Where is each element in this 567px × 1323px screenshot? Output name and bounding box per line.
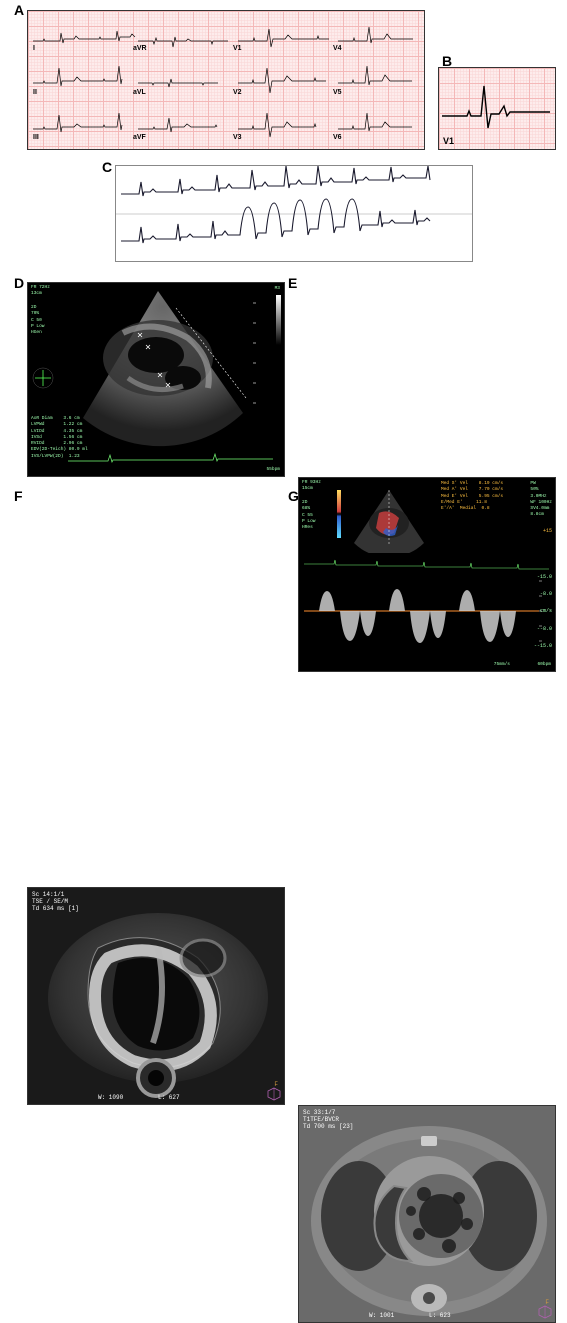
lead-v4: V4 bbox=[333, 45, 342, 52]
lead-avf: aVF bbox=[133, 134, 146, 141]
lead-v5: V5 bbox=[333, 89, 342, 96]
echo-e-meas: Med S' Vel 8.19 cm/s Med A' Vel 7.70 cm/… bbox=[441, 481, 503, 512]
lead-i: I bbox=[33, 45, 35, 52]
panel-c-rhythm bbox=[115, 165, 473, 262]
lead-v6: V6 bbox=[333, 134, 342, 141]
mri-g-window: W: 1001 bbox=[369, 1312, 394, 1319]
mri-f-header: Sc 14:1/1 TSE / SE/M Td 634 ms [1] bbox=[32, 891, 79, 912]
doppler-thumbnail bbox=[344, 488, 434, 553]
mri-g-header: Sc 33:1/7 T1TFE/BVCR Td 700 ms [23] bbox=[303, 1109, 353, 1130]
vel-top: +15 bbox=[543, 528, 552, 535]
rhythm-trace bbox=[116, 166, 473, 262]
echo-e-hr: 60bpm bbox=[537, 662, 551, 668]
vel-5: --15.0 bbox=[534, 643, 552, 650]
panel-a-ecg: I aVR V1 V4 II aVL V2 V5 III aVF V3 V6 bbox=[27, 10, 425, 150]
label-e: E bbox=[288, 275, 297, 291]
mri-f-level: L: 627 bbox=[158, 1094, 180, 1101]
panel-d-echo: FR 72Hz 13cm 2D 70% C 50 P Low HGen M3 bbox=[27, 282, 285, 477]
echo-e-sweep: 75mm/s bbox=[494, 662, 510, 668]
lead-v2: V2 bbox=[233, 89, 242, 96]
mri-f-window: W: 1090 bbox=[98, 1094, 123, 1101]
mri-g-image bbox=[299, 1106, 556, 1323]
label-d: D bbox=[14, 275, 24, 291]
panel-e-doppler: FR 93Hz 15cm 2D 68% C 55 P Low HRes Med … bbox=[298, 477, 556, 672]
vel-3: cm/s bbox=[540, 608, 552, 615]
vel-4: --8.0 bbox=[537, 626, 552, 633]
panel-f-mri: Sc 14:1/1 TSE / SE/M Td 634 ms [1] W: 10… bbox=[27, 887, 285, 1105]
label-f: F bbox=[14, 488, 23, 504]
panel-g-mri: Sc 33:1/7 T1TFE/BVCR Td 700 ms [23] W: 1… bbox=[298, 1105, 556, 1323]
label-g: G bbox=[288, 488, 299, 504]
spectral-doppler bbox=[299, 556, 556, 666]
orientation-cube-f bbox=[267, 1087, 281, 1101]
ecg-trace-b bbox=[439, 68, 556, 150]
lead-avr: aVR bbox=[133, 45, 147, 52]
label-a: A bbox=[14, 2, 24, 18]
ecg-trace-a bbox=[28, 11, 425, 150]
label-c: C bbox=[102, 159, 112, 175]
lead-v1-b: V1 bbox=[443, 136, 454, 146]
lead-v1: V1 bbox=[233, 45, 242, 52]
echo-e-pw: PW 50% 3.0MHz WF 100Hz SV4.0mm 8.8cm bbox=[530, 481, 552, 519]
lead-iii: III bbox=[33, 134, 39, 141]
panel-b-ecg: V1 bbox=[438, 67, 556, 150]
vel-1: -15.0 bbox=[537, 574, 552, 581]
orientation-cube-g bbox=[538, 1305, 552, 1319]
echo-e-settings: 2D 68% C 55 P Low HRes bbox=[302, 500, 316, 531]
lead-avl: aVL bbox=[133, 89, 146, 96]
mri-f-image bbox=[28, 888, 285, 1105]
vel-2: -8.0 bbox=[540, 591, 552, 598]
mri-g-level: L: 623 bbox=[429, 1312, 451, 1319]
lead-v3: V3 bbox=[233, 134, 242, 141]
lead-ii: II bbox=[33, 89, 37, 96]
echo-e-header: FR 93Hz 15cm bbox=[302, 480, 321, 493]
echo-d-hr: 55bpm bbox=[266, 467, 280, 473]
echo-d-ecg bbox=[28, 452, 285, 466]
color-doppler-bar bbox=[337, 490, 341, 538]
